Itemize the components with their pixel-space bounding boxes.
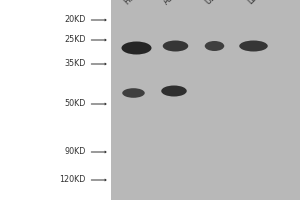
Text: 120KD: 120KD (59, 176, 86, 184)
Text: 50KD: 50KD (64, 99, 86, 108)
Text: 25KD: 25KD (64, 36, 86, 45)
Ellipse shape (122, 42, 152, 54)
Ellipse shape (239, 40, 268, 51)
Text: Lung: Lung (246, 0, 266, 6)
Text: 20KD: 20KD (64, 16, 86, 24)
Text: Hela: Hela (123, 0, 142, 6)
Bar (111, 0, 300, 200)
Text: 35KD: 35KD (64, 60, 86, 68)
Text: A549: A549 (162, 0, 183, 6)
Text: 90KD: 90KD (64, 148, 86, 156)
Text: U251: U251 (204, 0, 225, 6)
Ellipse shape (163, 40, 188, 51)
Ellipse shape (122, 88, 145, 98)
Ellipse shape (205, 41, 224, 51)
Ellipse shape (161, 85, 187, 97)
